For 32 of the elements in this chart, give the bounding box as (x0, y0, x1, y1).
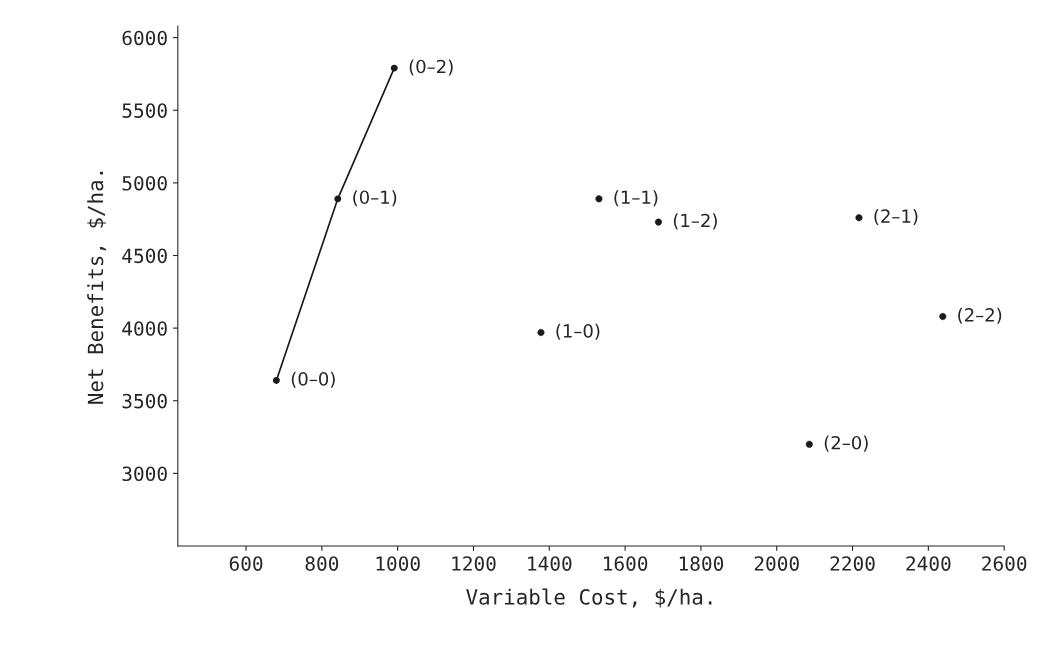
y-tick-label: 5000 (122, 175, 167, 191)
y-tick-label: 5500 (122, 103, 167, 118)
x-tick-label: 2200 (830, 556, 875, 571)
y-tick-label: 3500 (122, 393, 167, 409)
annotation: (1–2) (673, 213, 717, 230)
point (272, 376, 280, 384)
annotation: (2–2) (958, 307, 1002, 324)
x-tick-label: 1000 (376, 556, 420, 571)
annotation: (2–0) (824, 435, 868, 452)
x-axis-title: Variable Cost, $/ha. (466, 588, 712, 608)
x-tick-label: 600 (229, 556, 263, 571)
annotation: (0–2) (409, 59, 453, 76)
x-tick-label: 1200 (452, 556, 496, 571)
y-tick-label: 3000 (122, 466, 167, 482)
x-tick-label: 2000 (754, 556, 799, 571)
annotation: (0–1) (353, 190, 397, 207)
annotation: (1–1) (614, 190, 658, 207)
x-tick-label: 1800 (679, 556, 724, 571)
y-tick-label: 4500 (122, 248, 167, 264)
x-tick-label: 1400 (528, 556, 572, 571)
y-tick-label: 4000 (122, 321, 167, 336)
x-tick-label: 1600 (604, 556, 648, 571)
annotation: (1–0) (556, 323, 600, 340)
y-tick-label: 6000 (122, 30, 167, 46)
annotation: (2–1) (874, 209, 918, 226)
x-tick-label: 800 (305, 556, 339, 571)
y-axis-title: Net Benefits, $/ha. (87, 171, 107, 404)
x-tick-label: 2400 (906, 556, 951, 571)
x-tick-label: 2600 (982, 556, 1027, 571)
annotation: (0–0) (291, 371, 335, 388)
point (390, 64, 398, 72)
point (334, 195, 342, 203)
